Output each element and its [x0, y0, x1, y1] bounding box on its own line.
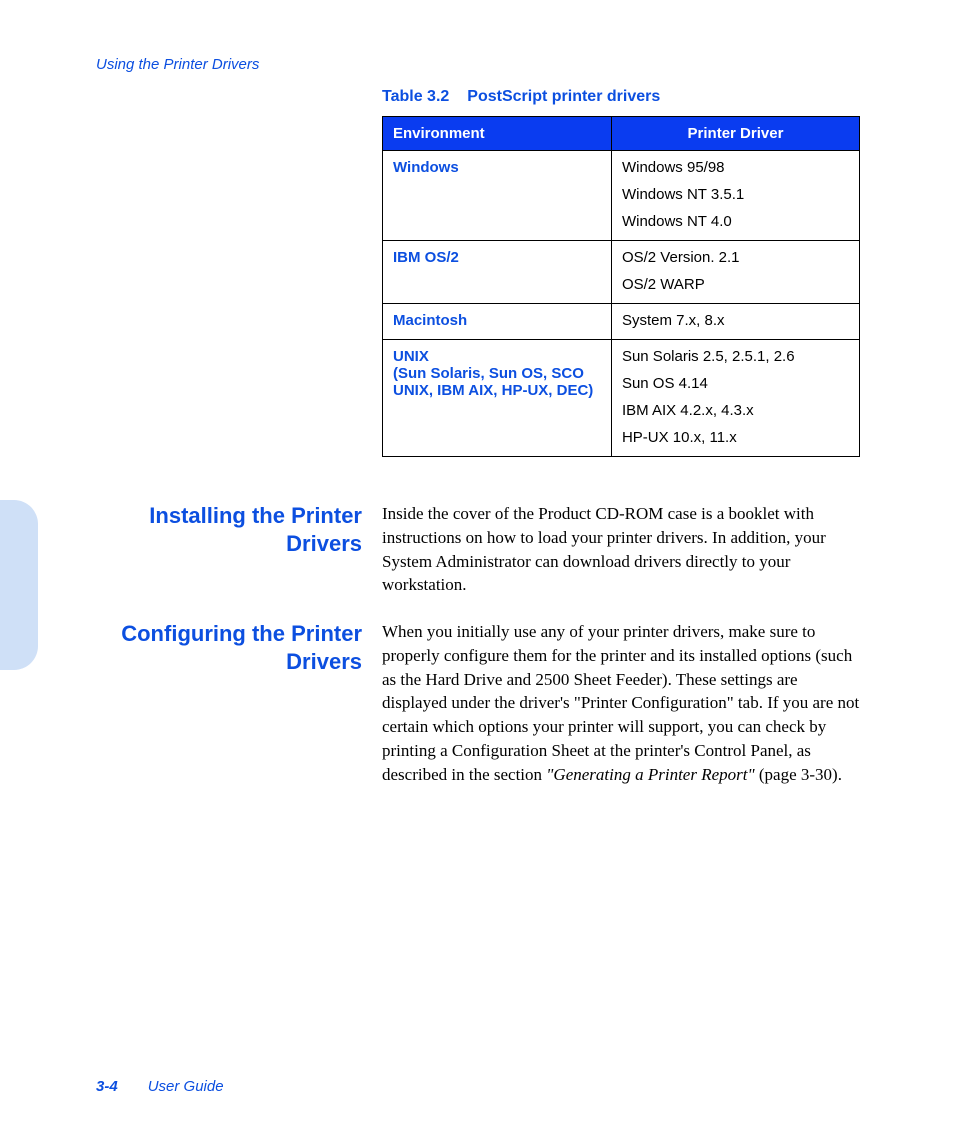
page-accent-tab: [0, 500, 38, 670]
cell-environment: Windows: [383, 151, 612, 241]
table-row: Macintosh System 7.x, 8.x: [383, 304, 860, 340]
driver-line: OS/2 WARP: [622, 276, 849, 293]
table-caption-title: PostScript printer drivers: [467, 88, 660, 105]
cell-environment: IBM OS/2: [383, 241, 612, 304]
table-row: IBM OS/2 OS/2 Version. 2.1 OS/2 WARP: [383, 241, 860, 304]
body-configuring: When you initially use any of your print…: [382, 620, 860, 787]
driver-line: Sun OS 4.14: [622, 375, 849, 392]
cell-driver: OS/2 Version. 2.1 OS/2 WARP: [611, 241, 859, 304]
page-footer: 3-4 User Guide: [96, 1078, 224, 1095]
driver-line: HP-UX 10.x, 11.x: [622, 429, 849, 446]
driver-line: System 7.x, 8.x: [622, 312, 849, 329]
body-configuring-ref: "Generating a Printer Report": [546, 765, 754, 784]
table-3-2: Table 3.2 PostScript printer drivers Envi…: [382, 88, 860, 457]
driver-line: Windows 95/98: [622, 159, 849, 176]
cell-driver: Sun Solaris 2.5, 2.5.1, 2.6 Sun OS 4.14 IB…: [611, 340, 859, 457]
driver-table: Environment Printer Driver WindowsWindow…: [382, 116, 860, 457]
section-configuring: Configuring the Printer Drivers When you…: [96, 620, 860, 787]
heading-configuring: Configuring the Printer Drivers: [96, 620, 382, 787]
cell-environment: Macintosh: [383, 304, 612, 340]
driver-line: Windows NT 4.0: [622, 213, 849, 230]
driver-line: OS/2 Version. 2.1: [622, 249, 849, 266]
footer-doc-title: User Guide: [148, 1078, 224, 1095]
cell-driver: Windows 95/98 Windows NT 3.5.1 Windows NT …: [611, 151, 859, 241]
table-header-printer-driver: Printer Driver: [611, 117, 859, 151]
table-caption: Table 3.2 PostScript printer drivers: [382, 88, 860, 106]
section-installing: Installing the Printer Drivers Inside th…: [96, 502, 860, 597]
heading-installing: Installing the Printer Drivers: [96, 502, 382, 597]
table-row: UNIX (Sun Solaris, Sun OS, SCO UNIX, IBM…: [383, 340, 860, 457]
driver-line: Sun Solaris 2.5, 2.5.1, 2.6: [622, 348, 849, 365]
driver-table-body: WindowsWindows 95/98Windows NT 3.5.1Wind…: [383, 151, 860, 457]
cell-environment: UNIX (Sun Solaris, Sun OS, SCO UNIX, IBM…: [383, 340, 612, 457]
running-header: Using the Printer Drivers: [96, 56, 259, 73]
table-caption-number: Table 3.2: [382, 88, 449, 105]
body-installing: Inside the cover of the Product CD-ROM c…: [382, 502, 860, 597]
page-number: 3-4: [96, 1078, 118, 1095]
cell-driver: System 7.x, 8.x: [611, 304, 859, 340]
table-header-environment: Environment: [383, 117, 612, 151]
driver-line: Windows NT 3.5.1: [622, 186, 849, 203]
driver-line: IBM AIX 4.2.x, 4.3.x: [622, 402, 849, 419]
body-configuring-pre: When you initially use any of your print…: [382, 622, 859, 784]
body-configuring-post: (page 3-30).: [755, 765, 842, 784]
page: Using the Printer Drivers Table 3.2 PostS…: [0, 0, 954, 1145]
table-row: WindowsWindows 95/98Windows NT 3.5.1Wind…: [383, 151, 860, 241]
